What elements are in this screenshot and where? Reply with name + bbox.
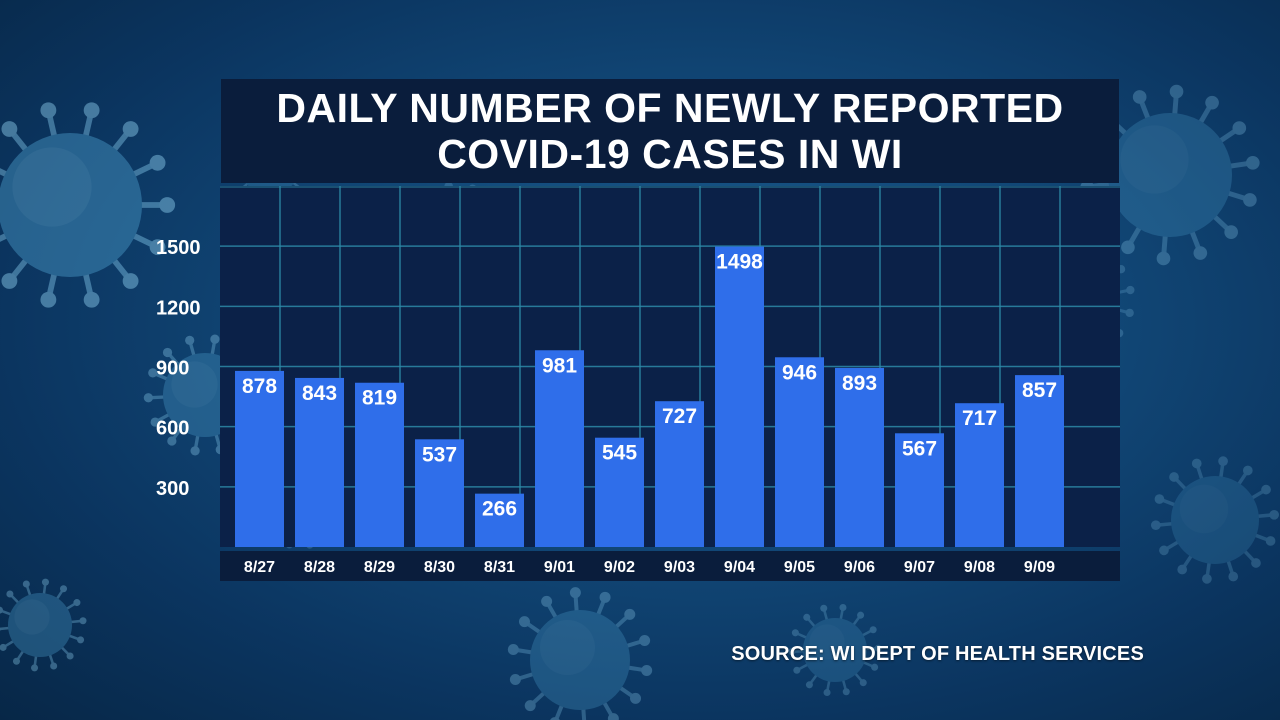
bar <box>535 350 584 547</box>
x-tick-label: 9/09 <box>1024 559 1055 576</box>
chart-title-line-1: DAILY NUMBER OF NEWLY REPORTED <box>276 85 1064 131</box>
bar <box>1015 375 1064 547</box>
x-tick-label: 9/07 <box>904 559 935 576</box>
x-tick-label: 9/08 <box>964 559 995 576</box>
bar-value-label: 878 <box>242 375 277 398</box>
x-tick-label: 8/29 <box>364 559 395 576</box>
x-tick-label: 9/05 <box>784 559 815 576</box>
x-tick-label: 8/31 <box>484 559 515 576</box>
bar <box>775 357 824 547</box>
virus-particle-icon <box>0 102 176 308</box>
x-tick-label: 9/02 <box>604 559 635 576</box>
x-tick-label: 8/28 <box>304 559 335 576</box>
x-tick-label: 8/27 <box>244 559 275 576</box>
x-tick-label: 9/03 <box>664 559 695 576</box>
bar-value-label: 717 <box>962 407 997 430</box>
bar-value-label: 893 <box>842 372 877 395</box>
chart-title-line-2: COVID-19 CASES IN WI <box>437 131 903 177</box>
bar <box>955 403 1004 547</box>
bar <box>595 437 644 547</box>
x-tick-label: 8/30 <box>424 559 455 576</box>
bar <box>715 246 764 547</box>
virus-particle-icon <box>788 604 882 696</box>
bar-chart: 300 600 900 1200 1500 878 8/27 843 8/28 819 8/29 53… <box>156 186 1120 581</box>
virus-particle-icon <box>1150 456 1280 584</box>
bar-value-label: 545 <box>602 442 637 465</box>
bar <box>235 370 284 547</box>
bar-value-label: 567 <box>902 437 937 460</box>
bar <box>655 401 704 547</box>
y-tick-label: 1200 <box>156 297 201 319</box>
source-credit: SOURCE: WI DEPT OF HEALTH SERVICES <box>731 643 1144 665</box>
bar-value-label: 981 <box>542 354 577 377</box>
bar-value-label: 1498 <box>716 251 763 274</box>
virus-particle-icon <box>0 578 87 672</box>
bar-value-label: 946 <box>782 361 817 384</box>
bar <box>895 433 944 547</box>
bar-value-label: 857 <box>1022 379 1057 402</box>
chart-title-box: DAILY NUMBER OF NEWLY REPORTED COVID-19 … <box>221 79 1119 183</box>
y-tick-label: 900 <box>156 358 189 380</box>
bar <box>355 382 404 547</box>
bar <box>475 493 524 547</box>
x-tick-label: 9/06 <box>844 559 875 576</box>
x-tick-label: 9/01 <box>544 559 575 576</box>
y-tick-label: 600 <box>156 418 189 440</box>
bar <box>295 377 344 547</box>
virus-particle-icon <box>507 587 653 720</box>
bar <box>415 439 464 547</box>
x-axis-band <box>220 551 1120 581</box>
bar-value-label: 843 <box>302 382 337 405</box>
bar-value-label: 266 <box>482 498 517 521</box>
bar-value-label: 727 <box>662 405 697 428</box>
bar-value-label: 537 <box>422 443 457 466</box>
x-tick-label: 9/04 <box>724 559 755 576</box>
bar-value-label: 819 <box>362 387 397 410</box>
bar <box>835 367 884 547</box>
y-tick-label: 1500 <box>156 237 201 259</box>
y-tick-label: 300 <box>156 478 189 500</box>
